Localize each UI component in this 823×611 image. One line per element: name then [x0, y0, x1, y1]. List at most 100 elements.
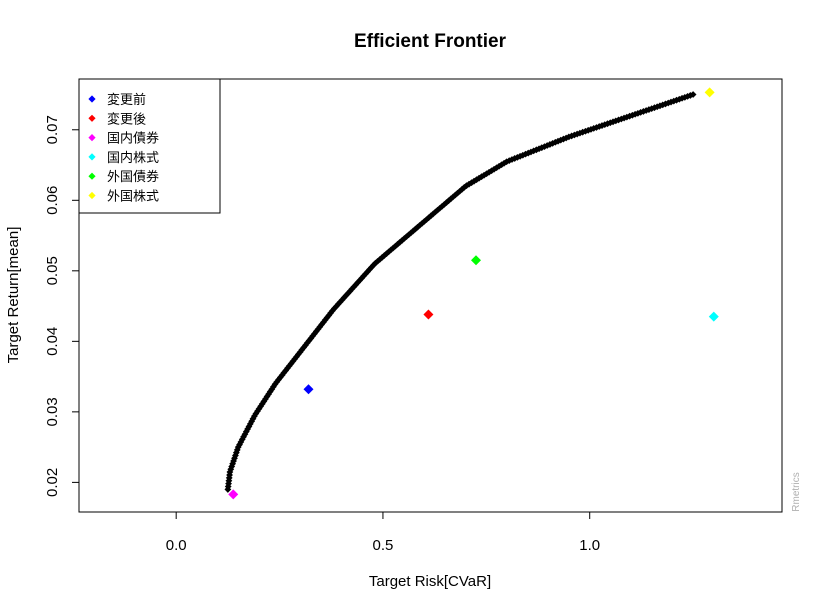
y-axis-label: Target Return[mean]	[5, 227, 22, 364]
asset-points	[228, 87, 719, 500]
frontier-point	[231, 454, 238, 462]
frontier-point	[626, 112, 634, 120]
y-axis: 0.02 0.03 0.04 0.05 0.06 0.07	[44, 115, 80, 497]
frontier-point	[593, 124, 600, 131]
legend-marker	[88, 95, 96, 103]
frontier-point	[409, 227, 417, 235]
legend-box	[78, 78, 221, 214]
frontier-point	[241, 430, 249, 438]
frontier-point	[280, 369, 288, 377]
frontier-point	[232, 452, 239, 459]
frontier-point	[252, 410, 260, 418]
frontier-point	[369, 261, 377, 269]
frontier-point	[429, 210, 437, 218]
frontier-point	[298, 346, 306, 354]
asset-point-4	[708, 311, 719, 322]
legend-label: 国内債券	[107, 131, 159, 147]
frontier-point	[285, 362, 293, 370]
frontier-point	[380, 252, 388, 259]
frontier-point	[233, 446, 241, 454]
frontier-point	[303, 339, 311, 347]
frontier-point	[664, 99, 672, 107]
frontier-point	[573, 130, 581, 138]
x-axis-label: Target Risk[CVaR]	[369, 573, 491, 590]
frontier-point	[228, 463, 236, 470]
y-tick-label: 0.04	[44, 327, 61, 356]
frontier-point	[570, 131, 578, 139]
frontier-point	[527, 148, 535, 156]
frontier-point	[438, 202, 446, 210]
rmetrics-watermark: Rmetrics	[791, 472, 802, 511]
frontier-point	[485, 168, 493, 176]
frontier-point	[398, 237, 406, 244]
asset-point-2	[423, 309, 434, 320]
asset-point-6	[704, 87, 715, 98]
legend-label: 外国株式	[107, 190, 159, 205]
frontier-point	[425, 214, 433, 222]
y-tick-label: 0.07	[44, 115, 61, 144]
frontier-point	[265, 390, 273, 398]
frontier-point	[653, 103, 661, 111]
frontier-point	[595, 123, 603, 130]
frontier-point	[418, 219, 426, 227]
frontier-point	[456, 187, 464, 195]
asset-point-5	[470, 255, 481, 266]
y-tick-label: 0.05	[44, 256, 61, 285]
x-axis: 0.0 0.5 1.0	[166, 511, 600, 554]
frontier-point	[246, 420, 254, 428]
frontier-point	[498, 161, 505, 169]
legend-label: 変更後	[107, 111, 146, 127]
frontier-point	[488, 167, 495, 175]
frontier-point	[458, 185, 466, 193]
frontier-point	[447, 195, 455, 203]
legend-marker	[88, 172, 96, 180]
frontier-point	[348, 285, 356, 293]
frontier-point	[270, 383, 277, 391]
y-tick-label: 0.02	[44, 468, 61, 497]
frontier-point	[659, 101, 667, 109]
legend-marker	[88, 191, 96, 200]
frontier-point	[483, 170, 490, 178]
frontier-point	[684, 92, 691, 100]
frontier-point	[232, 449, 240, 457]
frontier-point	[400, 235, 408, 242]
frontier-point	[686, 92, 694, 99]
frontier-point	[651, 104, 658, 112]
frontier-point	[389, 244, 397, 252]
legend-label: 国内株式	[107, 150, 159, 166]
frontier-point	[606, 119, 614, 127]
frontier-point	[473, 176, 480, 184]
frontier-point	[323, 314, 331, 322]
frontier-point	[275, 376, 282, 384]
frontier-point	[470, 177, 478, 185]
legend-label: 変更前	[107, 92, 146, 108]
frontier-point	[230, 457, 237, 465]
x-tick-label: 0.5	[373, 537, 394, 554]
asset-point-3	[228, 489, 239, 500]
frontier-point	[234, 443, 242, 451]
frontier-point	[637, 109, 645, 116]
frontier-point	[336, 298, 344, 306]
frontier-point	[436, 204, 444, 212]
frontier-point	[229, 460, 237, 468]
frontier-point	[579, 128, 587, 136]
frontier-point	[689, 91, 697, 98]
frontier-point	[291, 355, 299, 363]
asset-point-1	[303, 384, 314, 395]
y-tick-label: 0.06	[44, 186, 61, 215]
frontier-point	[427, 212, 435, 220]
y-tick-label: 0.03	[44, 397, 61, 426]
x-tick-label: 1.0	[579, 537, 600, 554]
frontier-point	[248, 417, 256, 425]
frontier-point	[344, 289, 352, 297]
frontier-point	[329, 307, 336, 315]
x-tick-label: 0.0	[166, 537, 187, 554]
legend-marker	[88, 114, 96, 122]
chart-title: Efficient Frontier	[354, 31, 507, 52]
legend-label: 外国債券	[107, 169, 159, 185]
frontier-point	[551, 138, 559, 146]
frontier-series	[224, 91, 697, 493]
frontier-point	[354, 279, 362, 286]
